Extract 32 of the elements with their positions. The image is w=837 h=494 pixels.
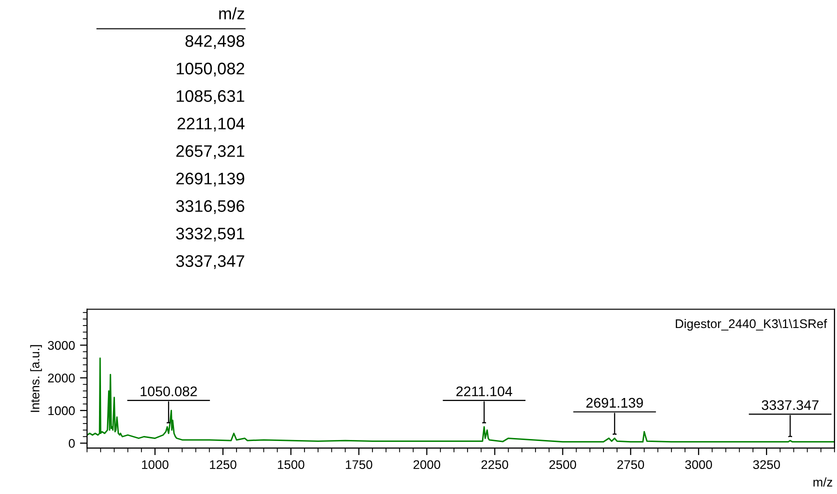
- x-tick-label: 2000: [414, 460, 440, 470]
- text: 3316,596: [176, 200, 244, 214]
- text: 3332,591: [176, 228, 244, 242]
- x-tick-label: 1750: [346, 460, 372, 470]
- x-tick-label: 1250: [210, 460, 236, 470]
- text: 2657,321: [176, 145, 244, 159]
- y-tick-label: 3000: [48, 340, 75, 350]
- text: 2691,139: [176, 172, 244, 186]
- x-tick-label: 3250: [753, 460, 780, 470]
- x-tick-label: 1500: [278, 460, 304, 470]
- y-tick-label: 1000: [48, 406, 75, 416]
- x-tick-label: 2500: [549, 460, 576, 470]
- text: 1050,082: [176, 62, 244, 76]
- annotation: 1050.082: [140, 386, 197, 396]
- x-tick-label: 2750: [617, 460, 644, 470]
- y-tick-label: 0: [68, 438, 75, 448]
- y-axis-title: Intens. [a.u.]: [30, 345, 42, 412]
- text: m/z: [219, 7, 244, 20]
- text: 2211,104: [178, 118, 245, 132]
- x-axis-title: m/z: [814, 477, 832, 487]
- line-series: [87, 358, 834, 443]
- annotation: 2691.139: [586, 398, 643, 408]
- y-tick-label: 2000: [48, 374, 75, 382]
- x-tick-label: 3000: [685, 460, 712, 470]
- annotation: 3337.347: [762, 400, 818, 410]
- text: 3337,347: [176, 255, 244, 269]
- text: Digestor_2440_K3\1\1SRef: [676, 318, 828, 331]
- text: 1085,631: [176, 90, 244, 104]
- annotation: 2211.104: [456, 386, 512, 396]
- x-tick-label: 1000: [142, 460, 168, 470]
- x-tick-label: 2250: [481, 460, 508, 470]
- text: 842,498: [185, 35, 244, 49]
